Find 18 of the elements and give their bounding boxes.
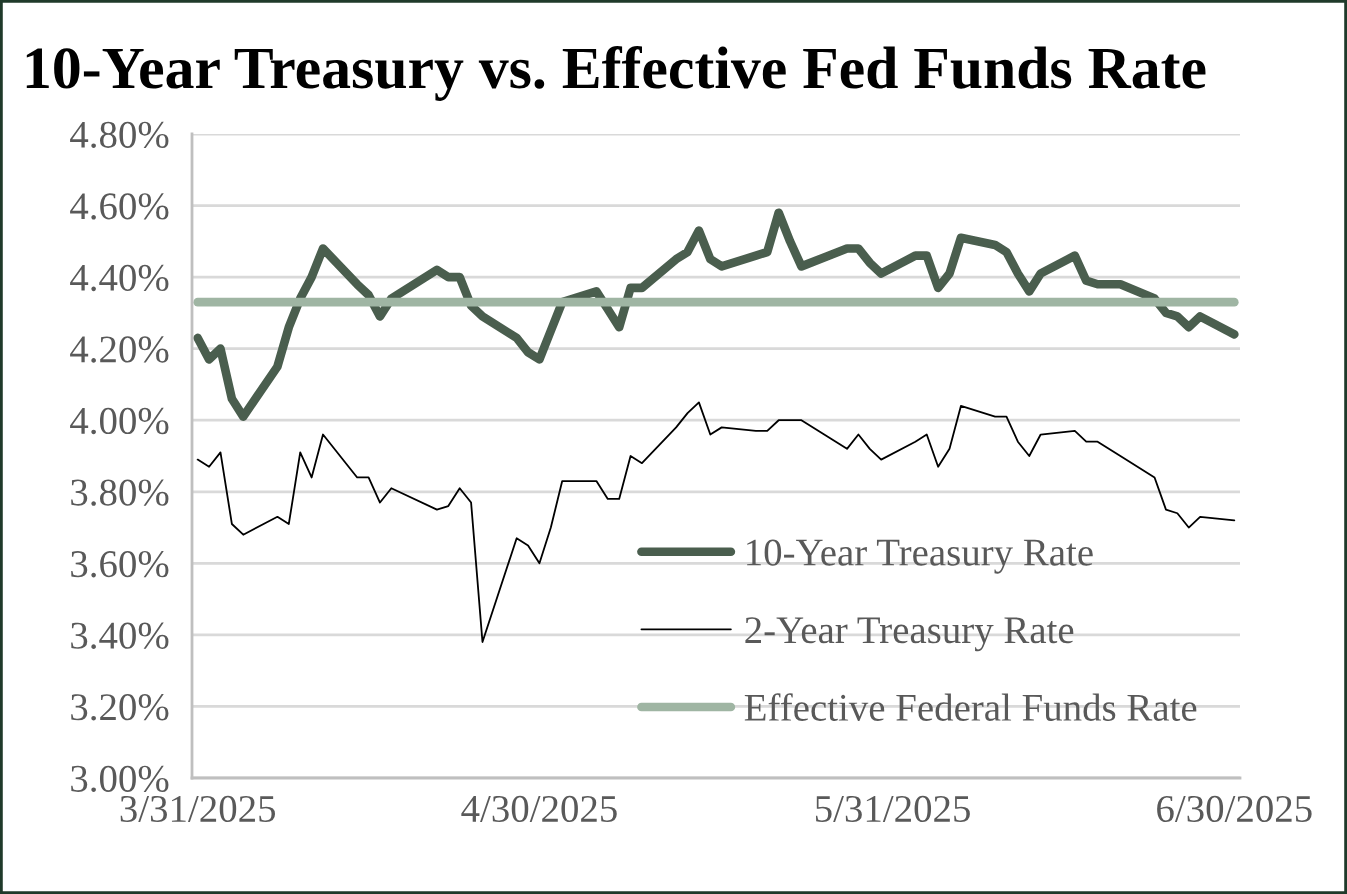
x-tick-label: 4/30/2025 [461,795,617,823]
y-tick-label: 3.40% [71,622,169,649]
x-tick-label: 6/30/2025 [1157,795,1312,823]
y-tick-label: 3.00% [71,765,169,793]
chart-title: 10-Year Treasury vs. Effective Fed Funds Rate [26,45,1206,101]
y-tick-label: 4.00% [70,407,169,435]
y-tick-label: 4.40% [70,264,169,292]
y-tick-label: 4.20% [70,336,169,363]
x-tick-label: 3/31/2025 [120,795,276,823]
y-tick-label: 3.80% [71,479,169,506]
y-tick-label: 3.60% [71,550,169,578]
y-tick-label: 4.60% [70,193,169,220]
legend-label: 2-Year Treasury Rate [745,617,1074,652]
y-tick-label: 3.20% [71,694,169,721]
legend-label: Effective Federal Funds Rate [744,693,1197,721]
x-tick-label: 5/31/2025 [815,795,970,823]
legend-label: 10-Year Treasury Rate [747,539,1093,574]
y-tick-label: 4.80% [70,121,169,149]
